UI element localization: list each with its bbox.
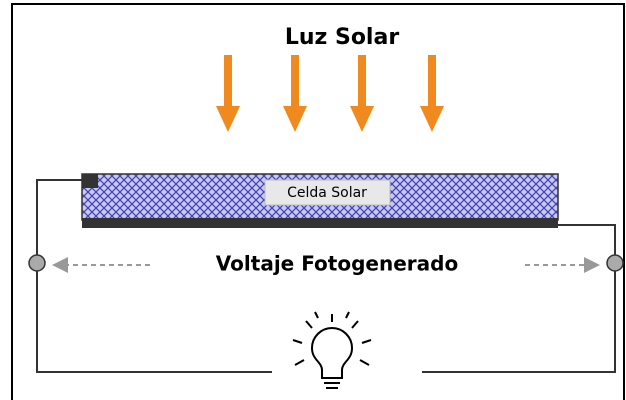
circuit-wires bbox=[36, 179, 616, 373]
frame bbox=[11, 3, 625, 400]
cell-base bbox=[82, 218, 558, 228]
terminal bbox=[28, 254, 46, 272]
sunlight-label: Luz Solar bbox=[285, 25, 399, 50]
voltage-label: Voltaje Fotogenerado bbox=[216, 252, 458, 276]
cell-contact bbox=[82, 174, 98, 188]
arrow bbox=[283, 55, 307, 132]
light-bulb bbox=[292, 311, 372, 389]
arrow bbox=[350, 55, 374, 132]
sun-arrows bbox=[216, 55, 444, 132]
arrow bbox=[216, 55, 240, 132]
terminal bbox=[606, 254, 624, 272]
cell-label: Celda Solar bbox=[287, 185, 367, 201]
cell-label-box bbox=[264, 179, 391, 206]
arrow bbox=[420, 55, 444, 132]
